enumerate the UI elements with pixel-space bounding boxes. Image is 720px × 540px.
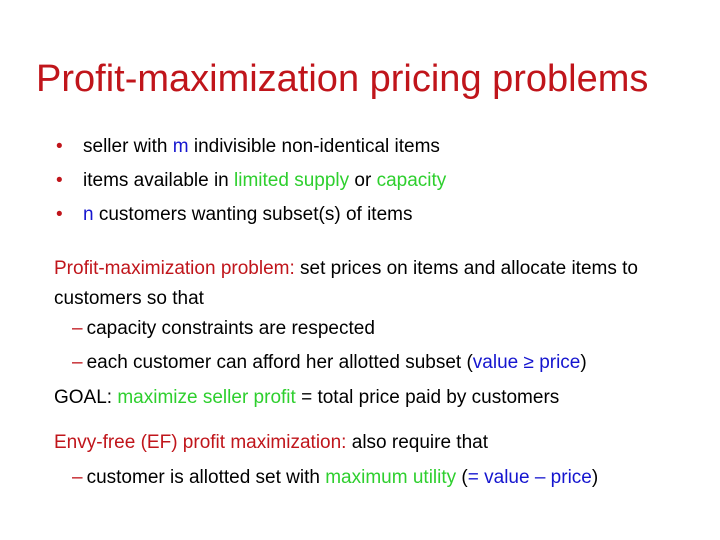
bullet-text: seller with m indivisible non-identical … <box>83 133 440 161</box>
bullet-marker: • <box>56 204 63 225</box>
envy-label: Envy-free (EF) profit maximization: <box>54 432 347 453</box>
text-segment: customers wanting subset(s) of items <box>93 204 413 225</box>
goal-line: GOAL: maximize seller profit = total pri… <box>54 384 559 412</box>
bullet-text: items available in limited supply or cap… <box>83 167 446 195</box>
bullet-marker: • <box>56 136 63 157</box>
text-segment: indivisible non-identical items <box>188 136 440 157</box>
highlight-utility-formula: = value – price <box>467 467 592 488</box>
sub-text: capacity constraints are respected <box>86 318 375 339</box>
bullet-item-2: • items available in limited supply or c… <box>56 167 696 201</box>
envy-sub-1: – customer is allotted set with maximum u… <box>72 464 598 492</box>
goal-text: = total price paid by customers <box>295 387 560 408</box>
sub-text: ( <box>456 467 468 488</box>
dash-marker: – <box>72 467 83 488</box>
problem-text: set prices on items and allocate items t… <box>54 258 638 309</box>
sub-text: customer is allotted set with <box>86 467 326 488</box>
text-segment: items available in <box>83 170 235 191</box>
envy-text: also require that <box>346 432 488 453</box>
highlight-m: m <box>172 136 189 157</box>
bullet-item-3: • n customers wanting subset(s) of items <box>56 201 696 235</box>
problem-sub-2: – each customer can afford her allotted s… <box>72 349 587 377</box>
sub-text: ) <box>591 467 599 488</box>
problem-label: Profit-maximization problem: <box>54 258 295 279</box>
highlight-capacity: capacity <box>376 170 447 191</box>
goal-highlight: maximize seller profit <box>117 387 296 408</box>
bullet-list: • seller with m indivisible non-identica… <box>56 133 696 235</box>
sub-text: each customer can afford her allotted su… <box>86 352 473 373</box>
bullet-text: n customers wanting subset(s) of items <box>83 201 412 229</box>
dash-marker: – <box>72 318 83 339</box>
slide-title: Profit-maximization pricing problems <box>36 58 649 100</box>
highlight-value-price: value ≥ price <box>472 352 581 373</box>
text-segment: seller with <box>83 136 173 157</box>
text-segment: or <box>349 170 377 191</box>
highlight-n: n <box>83 204 94 225</box>
sub-text: ) <box>580 352 587 373</box>
dash-marker: – <box>72 352 83 373</box>
bullet-item-1: • seller with m indivisible non-identica… <box>56 133 696 167</box>
highlight-maximum-utility: maximum utility <box>325 467 457 488</box>
envy-free-definition: Envy-free (EF) profit maximization: also… <box>54 429 488 457</box>
highlight-limited-supply: limited supply <box>234 170 350 191</box>
problem-definition: Profit-maximization problem: set prices … <box>54 254 694 314</box>
problem-sub-1: – capacity constraints are respected <box>72 315 375 343</box>
goal-label: GOAL: <box>54 387 113 408</box>
bullet-marker: • <box>56 170 63 191</box>
